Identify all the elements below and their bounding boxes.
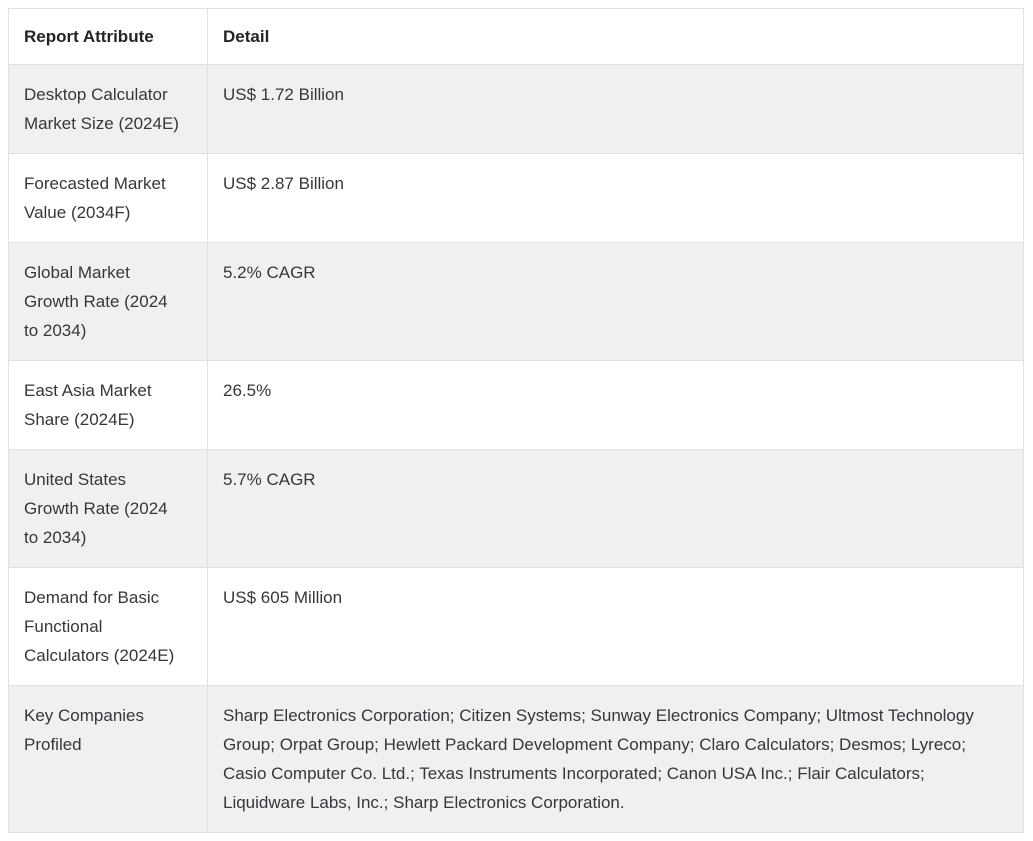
table-row: Key Companies Profiled Sharp Electronics…: [8, 685, 1024, 833]
detail-cell: 5.2% CAGR: [207, 242, 1024, 361]
header-detail: Detail: [207, 8, 1024, 65]
detail-cell: US$ 2.87 Billion: [207, 153, 1024, 243]
header-report-attribute: Report Attribute: [8, 8, 208, 65]
table-row: United States Growth Rate (2024 to 2034)…: [8, 449, 1024, 568]
table-header-row: Report Attribute Detail: [8, 8, 1024, 65]
detail-cell: 5.7% CAGR: [207, 449, 1024, 568]
detail-cell: 26.5%: [207, 360, 1024, 450]
detail-cell: US$ 1.72 Billion: [207, 64, 1024, 154]
attribute-cell: Desktop Calculator Market Size (2024E): [8, 64, 208, 154]
attribute-cell: Demand for Basic Functional Calculators …: [8, 567, 208, 686]
report-attributes-table: Report Attribute Detail Desktop Calculat…: [8, 8, 1024, 833]
table-row: Forecasted Market Value (2034F) US$ 2.87…: [8, 153, 1024, 243]
detail-cell: US$ 605 Million: [207, 567, 1024, 686]
attribute-cell: Key Companies Profiled: [8, 685, 208, 833]
attribute-cell: Global Market Growth Rate (2024 to 2034): [8, 242, 208, 361]
table-row: Global Market Growth Rate (2024 to 2034)…: [8, 242, 1024, 361]
attribute-cell: Forecasted Market Value (2034F): [8, 153, 208, 243]
table-row: Demand for Basic Functional Calculators …: [8, 567, 1024, 686]
table-row: Desktop Calculator Market Size (2024E) U…: [8, 64, 1024, 154]
table-row: East Asia Market Share (2024E) 26.5%: [8, 360, 1024, 450]
attribute-cell: United States Growth Rate (2024 to 2034): [8, 449, 208, 568]
attribute-cell: East Asia Market Share (2024E): [8, 360, 208, 450]
detail-cell: Sharp Electronics Corporation; Citizen S…: [207, 685, 1024, 833]
